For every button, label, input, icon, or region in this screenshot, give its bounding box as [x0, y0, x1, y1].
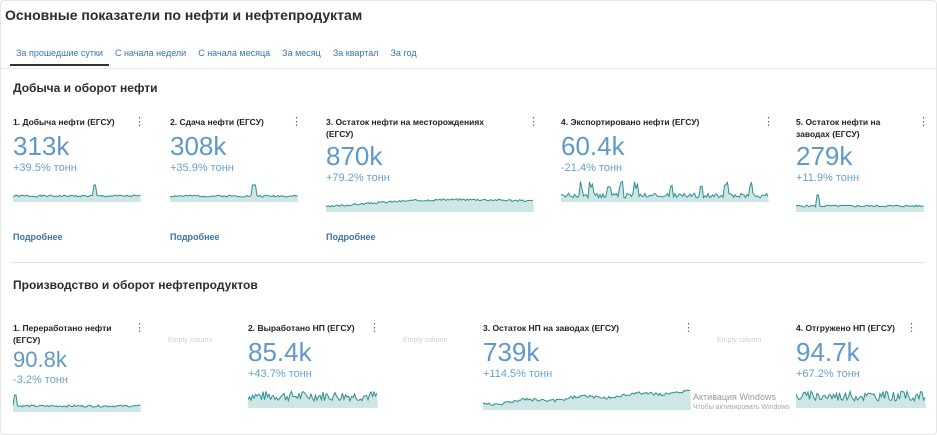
sparkline — [561, 180, 769, 202]
sparkline — [248, 390, 378, 408]
kebab-menu-icon[interactable]: ⋮ — [763, 116, 774, 128]
kebab-menu-icon[interactable]: ⋮ — [528, 116, 539, 128]
sparkline-area — [561, 181, 769, 202]
page-title: Основные показатели по нефти и нефтепрод… — [5, 7, 363, 23]
section-divider — [10, 262, 925, 263]
kpi-value: 313k — [13, 131, 70, 161]
kpi-title: 2. Выработано НП (ЕГСУ) — [248, 323, 355, 333]
kpi-value: 85.4k — [248, 337, 312, 367]
kpi-value: 870k — [326, 141, 383, 171]
kebab-menu-icon[interactable]: ⋮ — [369, 322, 380, 334]
tab-week[interactable]: С начала недели — [114, 48, 187, 58]
kpi-title: 4. Экспортировано нефти (ЕГСУ) — [561, 117, 700, 127]
kebab-menu-icon[interactable]: ⋮ — [134, 322, 145, 334]
kebab-menu-icon[interactable]: ⋮ — [134, 116, 145, 128]
kebab-menu-icon[interactable]: ⋮ — [906, 322, 917, 334]
kpi-delta: +79.2% тонн — [326, 172, 390, 184]
kpi-title: 5. Остаток нефти на заводах (ЕГСУ) — [796, 117, 881, 139]
kpi-delta: +43.7% тонн — [248, 368, 312, 380]
kpi-value: 90.8k — [13, 347, 67, 372]
kpi-title: 1. Добыча нефти (ЕГСУ) — [13, 117, 115, 127]
more-link-oil-field-stock[interactable]: Подробнее — [326, 232, 376, 242]
tab-day[interactable]: За прошедшие сутки — [10, 48, 109, 66]
kpi-card-oil-delivery: 2. Сдача нефти (ЕГСУ) ⋮ 308k +35.9% тонн — [170, 116, 302, 202]
kpi-card-products-produced: 2. Выработано НП (ЕГСУ) ⋮ 85.4k +43.7% т… — [248, 322, 380, 408]
period-tabs: За прошедшие сутки С начала недели С нач… — [10, 48, 423, 66]
sparkline-line — [483, 389, 691, 406]
kpi-card-oil-refinery-stock: 5. Остаток нефти на заводах (ЕГСУ) ⋮ 279… — [796, 116, 929, 212]
kpi-delta: +11.9% тонн — [796, 172, 860, 184]
sparkline-area — [796, 391, 926, 408]
sparkline — [796, 194, 924, 212]
kpi-value: 60.4k — [561, 131, 625, 161]
kpi-delta: +39.5% тонн — [13, 162, 77, 174]
kpi-value: 94.7k — [796, 337, 860, 367]
kpi-delta: +114.5% тонн — [483, 368, 553, 380]
kpi-delta: -3.2% тонн — [13, 374, 68, 386]
tab-year[interactable]: За год — [390, 48, 417, 58]
sparkline — [326, 197, 534, 212]
windows-activation-watermark: Активация Windows — [693, 392, 776, 402]
windows-activation-hint: Чтобы активировать Windows — [693, 404, 790, 411]
kpi-title: 3. Остаток нефти на месторождениях (ЕГСУ… — [326, 117, 485, 139]
sparkline — [13, 184, 141, 202]
kpi-delta: -21.4% тонн — [561, 162, 623, 174]
kpi-card-refined-oil: 1. Переработано нефти (ЕГСУ) ⋮ 90.8k -3.… — [13, 322, 145, 412]
sparkline-line — [561, 180, 769, 200]
kpi-card-products-shipped: 4. Отгружено НП (ЕГСУ) ⋮ 94.7k +67.2% то… — [796, 322, 926, 408]
tab-month[interactable]: За месяц — [282, 48, 321, 58]
kpi-value: 279k — [796, 141, 853, 171]
kebab-menu-icon[interactable]: ⋮ — [918, 116, 929, 128]
section-products-title: Производство и оборот нефтепродуктов — [13, 278, 258, 292]
sparkline-line — [13, 394, 141, 408]
sparkline-line — [796, 389, 926, 403]
kpi-value: 739k — [483, 337, 540, 367]
kpi-card-products-refinery-stock: 3. Остаток НП на заводах (ЕГСУ) ⋮ 739k +… — [483, 322, 694, 410]
kpi-title: 3. Остаток НП на заводах (ЕГСУ) — [483, 323, 619, 333]
empty-column-label: Empty column — [403, 337, 448, 344]
kpi-delta: +35.9% тонн — [170, 162, 234, 174]
kpi-card-oil-export: 4. Экспортировано нефти (ЕГСУ) ⋮ 60.4k -… — [561, 116, 774, 202]
sparkline-area — [13, 395, 141, 412]
empty-column-label: Empty column — [717, 337, 762, 344]
kpi-title: 4. Отгружено НП (ЕГСУ) — [796, 323, 895, 333]
tab-month-to-date[interactable]: С начала месяца — [198, 48, 271, 58]
sparkline — [170, 184, 298, 202]
sparkline-area — [796, 195, 924, 212]
kebab-menu-icon[interactable]: ⋮ — [291, 116, 302, 128]
sparkline-line — [170, 184, 298, 198]
section-oil-title: Добыча и оборот нефти — [13, 81, 158, 95]
tabs-divider — [0, 68, 937, 69]
tab-quarter[interactable]: За квартал — [332, 48, 379, 58]
kpi-delta: +67.2% тонн — [796, 368, 860, 380]
sparkline — [483, 389, 691, 410]
sparkline-line — [248, 390, 378, 403]
kpi-card-oil-production: 1. Добыча нефти (ЕГСУ) ⋮ 313k +39.5% тон… — [13, 116, 145, 202]
kpi-title: 1. Переработано нефти (ЕГСУ) — [13, 323, 112, 345]
more-link-oil-delivery[interactable]: Подробнее — [170, 232, 220, 242]
empty-column-label: Empty column — [168, 337, 213, 344]
sparkline-area — [483, 390, 691, 410]
sparkline-area — [326, 198, 534, 212]
sparkline-line — [796, 194, 924, 208]
kebab-menu-icon[interactable]: ⋮ — [683, 322, 694, 334]
more-link-oil-production[interactable]: Подробнее — [13, 232, 63, 242]
kpi-title: 2. Сдача нефти (ЕГСУ) — [170, 117, 264, 127]
kpi-card-oil-field-stock: 3. Остаток нефти на месторождениях (ЕГСУ… — [326, 116, 539, 212]
sparkline-area — [170, 185, 298, 202]
sparkline-line — [326, 197, 534, 208]
sparkline-line — [13, 184, 141, 198]
kpi-value: 308k — [170, 131, 227, 161]
sparkline — [796, 389, 926, 408]
sparkline — [13, 394, 141, 412]
sparkline-area — [13, 185, 141, 202]
